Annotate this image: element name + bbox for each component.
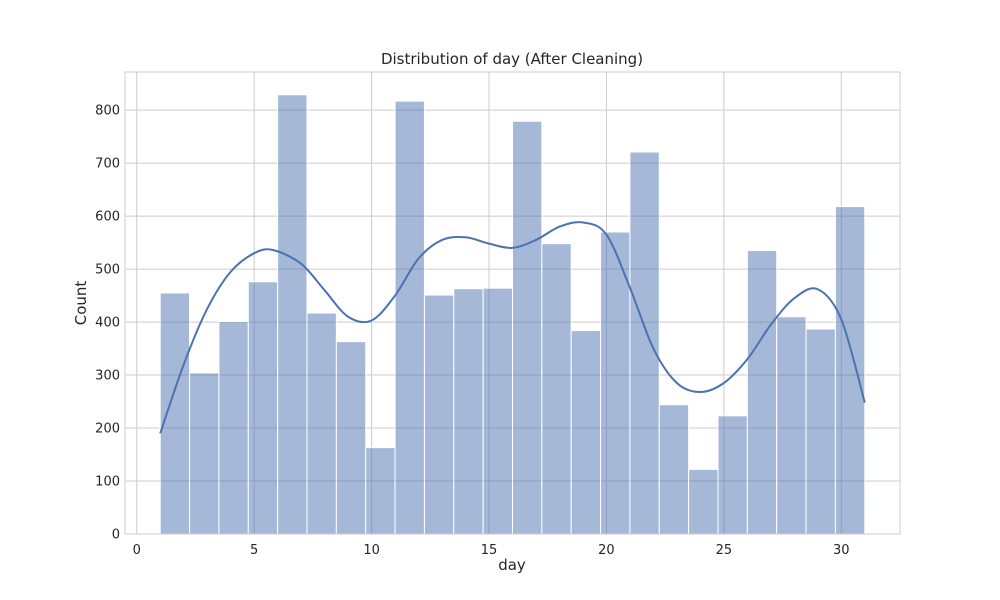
histogram-bar (247, 281, 279, 535)
histogram-bar (335, 341, 367, 535)
x-tick-labels: 0 5 10 15 20 25 30 (133, 543, 850, 558)
histogram-bar (394, 100, 425, 535)
histogram-bar (834, 206, 866, 535)
histogram-bar (688, 468, 719, 535)
histogram-bar (629, 151, 660, 535)
histogram-bar (482, 287, 514, 535)
x-tick-label: 15 (481, 543, 498, 558)
y-tick-labels: 0 100 200 300 400 500 600 700 800 (95, 104, 120, 543)
histogram-bar (717, 415, 748, 535)
histogram-bar (159, 292, 191, 535)
histogram-bar (306, 312, 337, 535)
histogram-bar (746, 250, 778, 535)
histogram-bar (776, 316, 807, 535)
y-tick-label: 700 (95, 157, 120, 172)
y-tick-label: 600 (95, 210, 120, 225)
y-tick-label: 100 (95, 475, 120, 490)
x-tick-label: 0 (133, 543, 141, 558)
y-axis-label: Count (72, 281, 90, 326)
histogram-bar (277, 94, 308, 535)
histogram-bar (658, 404, 690, 535)
x-tick-label: 20 (598, 543, 615, 558)
x-tick-label: 10 (363, 543, 380, 558)
y-tick-label: 500 (95, 263, 120, 278)
x-tick-label: 5 (250, 543, 258, 558)
plot-frame (124, 71, 901, 535)
y-tick-label: 200 (95, 422, 120, 437)
histogram-bar (189, 372, 220, 535)
x-tick-label: 30 (833, 543, 850, 558)
histogram-bar (423, 294, 455, 535)
histogram-bar (453, 288, 484, 535)
histogram-bars (159, 94, 866, 535)
histogram-bar (570, 330, 602, 535)
histogram-bar (512, 120, 543, 535)
x-axis-label: day (498, 556, 526, 574)
histogram-bar (218, 321, 249, 535)
kde-curve (159, 221, 866, 434)
histogram-bar (805, 328, 836, 535)
histogram-bar (541, 243, 572, 535)
y-tick-label: 300 (95, 369, 120, 384)
y-tick-label: 800 (95, 104, 120, 119)
y-tick-label: 0 (112, 528, 120, 543)
chart-title: Distribution of day (After Cleaning) (381, 50, 643, 68)
histogram-bar (365, 447, 396, 535)
x-tick-label: 25 (716, 543, 733, 558)
y-tick-label: 400 (95, 316, 120, 331)
